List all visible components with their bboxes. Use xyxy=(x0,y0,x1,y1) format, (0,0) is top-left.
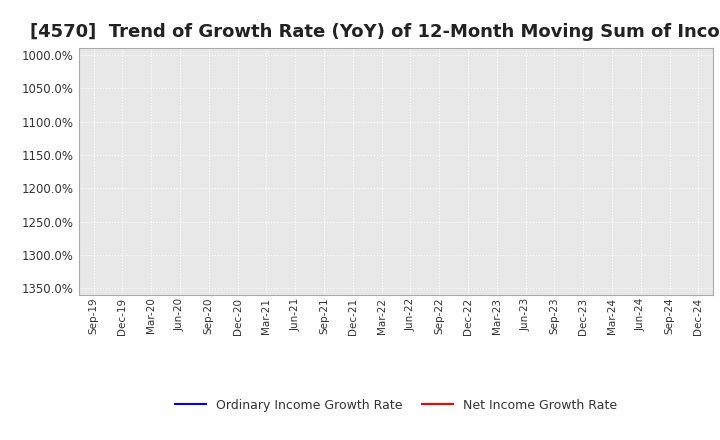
Title: [4570]  Trend of Growth Rate (YoY) of 12-Month Moving Sum of Incomes: [4570] Trend of Growth Rate (YoY) of 12-… xyxy=(30,23,720,41)
Legend: Ordinary Income Growth Rate, Net Income Growth Rate: Ordinary Income Growth Rate, Net Income … xyxy=(170,394,622,417)
